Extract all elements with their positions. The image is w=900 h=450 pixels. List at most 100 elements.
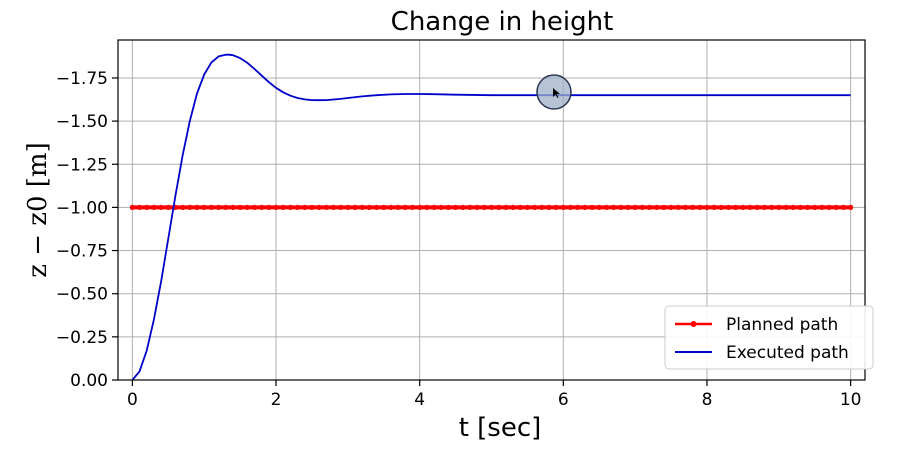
planned-path-point bbox=[618, 204, 624, 211]
planned-path-point bbox=[417, 204, 423, 211]
planned-path-point bbox=[381, 204, 387, 211]
planned-path-point bbox=[180, 204, 186, 211]
chart-title: Change in height bbox=[391, 7, 614, 37]
planned-path-point bbox=[675, 204, 681, 211]
planned-path-point bbox=[754, 204, 760, 211]
planned-path-point bbox=[690, 204, 696, 211]
planned-path-point bbox=[488, 204, 495, 211]
cursor-highlight bbox=[536, 74, 572, 110]
planned-path-point bbox=[848, 204, 854, 211]
y-tick-label: −1.25 bbox=[56, 155, 108, 175]
planned-path-point bbox=[575, 204, 581, 211]
x-tick-label: 0 bbox=[127, 390, 138, 410]
planned-path-point bbox=[187, 204, 193, 211]
planned-path-point bbox=[323, 204, 329, 211]
planned-path-point bbox=[467, 204, 473, 211]
planned-path-point bbox=[266, 204, 272, 211]
x-tick-label: 2 bbox=[271, 390, 282, 410]
planned-path-point bbox=[366, 204, 372, 211]
planned-path-point bbox=[776, 204, 782, 211]
planned-path-point bbox=[761, 204, 768, 211]
legend-box bbox=[664, 305, 874, 370]
legend-executed-label: Executed path bbox=[726, 343, 849, 363]
planned-path-point bbox=[611, 204, 617, 211]
x-tick-label: 10 bbox=[840, 390, 862, 410]
planned-path-point bbox=[747, 204, 753, 211]
planned-path-point bbox=[165, 204, 171, 211]
planned-path-point bbox=[237, 204, 243, 211]
planned-path-point bbox=[280, 204, 286, 211]
planned-path-point bbox=[373, 204, 380, 211]
planned-path-point bbox=[711, 204, 717, 211]
planned-path-point bbox=[144, 204, 150, 211]
planned-path-point bbox=[302, 204, 308, 211]
x-axis-label: t [sec] bbox=[459, 413, 542, 443]
planned-path-point bbox=[704, 204, 710, 211]
planned-path-point bbox=[452, 204, 459, 211]
planned-path-point bbox=[840, 204, 847, 211]
planned-path-point bbox=[524, 204, 531, 211]
legend-planned-marker bbox=[690, 321, 697, 327]
planned-path-point bbox=[352, 204, 358, 211]
planned-path-point bbox=[223, 204, 229, 211]
x-tick-label: 8 bbox=[702, 390, 713, 410]
planned-path-point bbox=[560, 204, 566, 211]
planned-path-point bbox=[539, 204, 545, 211]
planned-path-point bbox=[273, 204, 279, 211]
planned-path-point bbox=[409, 204, 416, 211]
planned-path-point bbox=[639, 204, 645, 211]
y-tick-label: −1.00 bbox=[56, 198, 108, 218]
planned-path-point bbox=[424, 204, 430, 211]
planned-path-point bbox=[438, 204, 444, 211]
planned-path-point bbox=[230, 204, 236, 211]
plot-frame bbox=[117, 39, 866, 381]
planned-path-point bbox=[582, 204, 588, 211]
x-axis-ticks: 0 2 4 6 8 10 bbox=[127, 380, 862, 410]
planned-path-point bbox=[646, 204, 653, 211]
y-axis-label: z − z0 [m] bbox=[23, 142, 53, 277]
planned-path-point bbox=[330, 204, 337, 211]
planned-path-point bbox=[251, 204, 258, 211]
planned-path-point bbox=[158, 204, 164, 211]
planned-path-point bbox=[790, 204, 796, 211]
planned-path-point bbox=[546, 204, 552, 211]
planned-path-point bbox=[603, 204, 610, 211]
planned-path-point bbox=[596, 204, 602, 211]
planned-path-point bbox=[503, 204, 509, 211]
planned-path-point bbox=[460, 204, 466, 211]
planned-path-point bbox=[697, 204, 703, 211]
planned-path-point bbox=[510, 204, 516, 211]
planned-path-point bbox=[517, 204, 523, 211]
planned-path-point bbox=[833, 204, 839, 211]
mouse-pointer-icon bbox=[553, 88, 560, 98]
y-tick-label: −1.75 bbox=[56, 69, 108, 89]
x-tick-label: 6 bbox=[558, 390, 569, 410]
planned-path-point bbox=[496, 204, 502, 211]
planned-path-point bbox=[654, 204, 660, 211]
planned-path-point bbox=[402, 204, 408, 211]
planned-path-point bbox=[589, 204, 595, 211]
planned-path-point bbox=[215, 204, 222, 211]
planned-path-point bbox=[632, 204, 638, 211]
planned-path-point bbox=[294, 204, 301, 211]
planned-path-point bbox=[826, 204, 832, 211]
planned-path-point bbox=[316, 204, 322, 211]
planned-path-point bbox=[151, 204, 157, 211]
planned-path-point bbox=[769, 204, 775, 211]
planned-path-point bbox=[553, 204, 559, 211]
planned-path-point bbox=[661, 204, 667, 211]
planned-path-point bbox=[309, 204, 315, 211]
planned-path-point bbox=[338, 204, 344, 211]
planned-path-point bbox=[208, 204, 214, 211]
planned-path-point bbox=[359, 204, 365, 211]
planned-path-series bbox=[129, 204, 854, 211]
planned-path-point bbox=[783, 204, 789, 211]
planned-path-point bbox=[668, 204, 674, 211]
planned-path-point bbox=[797, 204, 803, 211]
y-tick-label: −1.50 bbox=[56, 112, 108, 132]
planned-path-point bbox=[819, 204, 825, 211]
planned-path-point bbox=[395, 204, 401, 211]
planned-path-point bbox=[733, 204, 739, 211]
planned-path-point bbox=[388, 204, 394, 211]
